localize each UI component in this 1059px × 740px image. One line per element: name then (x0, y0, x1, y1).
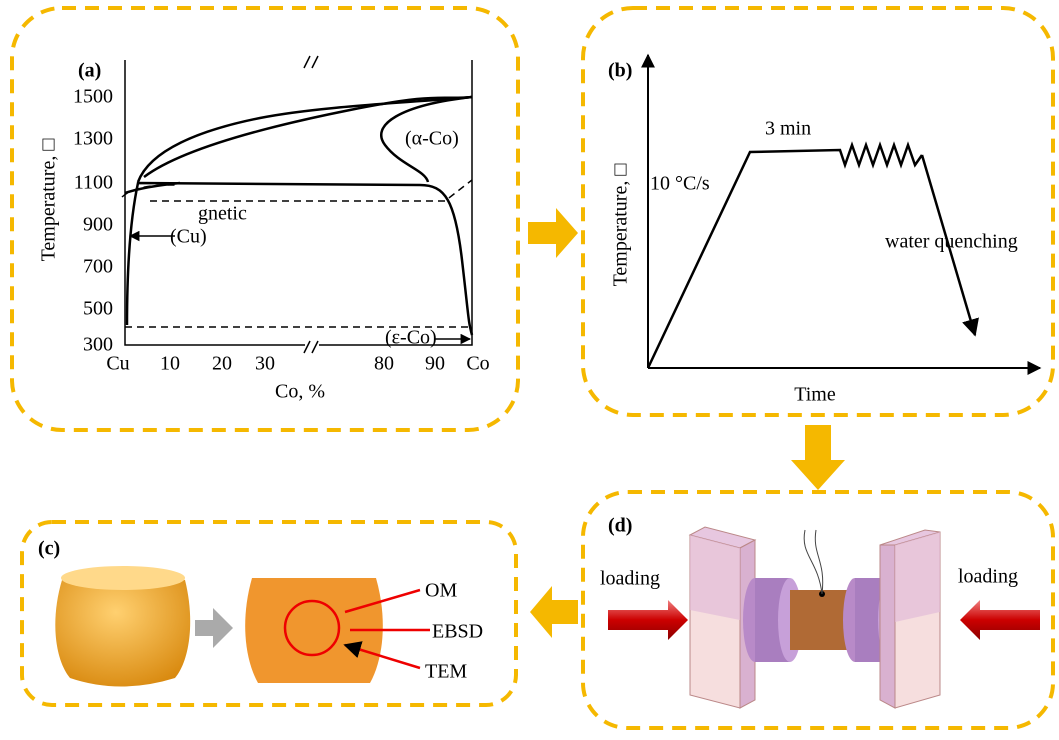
figure: (a) Temperature, □ Co, % 1500 1300 1100 900… (0, 0, 1059, 735)
page: (a) Temperature, □ Co, % 1500 1300 1100 900… (0, 0, 1059, 740)
x-tick-label: 20 (212, 353, 232, 375)
y-tick-label: 1300 (73, 128, 113, 150)
compression-setup (608, 527, 1040, 708)
phase-label: (α-Co) (405, 128, 459, 150)
y-tick-label: 700 (83, 256, 113, 278)
x-axis-label: Time (794, 384, 836, 406)
annotation: 10 °C/s (650, 173, 710, 195)
y-axis-label: Temperature, □ (38, 139, 60, 262)
annotation: OM (425, 580, 457, 602)
x-tick-label: 30 (255, 353, 275, 375)
specimens (55, 566, 430, 687)
y-tick-label: 1500 (73, 86, 113, 108)
flow-arrows (528, 208, 845, 638)
phase-diagram (122, 55, 472, 353)
y-tick-label: 1100 (74, 172, 113, 194)
panel-label: (c) (38, 538, 60, 560)
phase-label: (ε-Co) (385, 327, 437, 349)
x-axis-label: Co, % (275, 381, 325, 403)
phase-label: (Cu) (170, 226, 207, 248)
x-tick-label: Cu (106, 353, 129, 375)
phase-label: gnetic (198, 203, 247, 225)
panel-label: (a) (78, 60, 101, 82)
y-tick-label: 500 (83, 298, 113, 320)
panel-label: (b) (608, 60, 632, 82)
annotation: loading (600, 568, 660, 590)
y-tick-label: 900 (83, 214, 113, 236)
annotation: water quenching (885, 231, 1018, 253)
panel-label: (d) (608, 515, 632, 537)
x-tick-label: 90 (425, 353, 445, 375)
process-diagram (648, 55, 1040, 368)
annotation: loading (958, 566, 1018, 588)
annotation: TEM (425, 661, 467, 683)
annotation: EBSD (432, 621, 483, 643)
annotation: 3 min (765, 118, 811, 140)
x-tick-label: 10 (160, 353, 180, 375)
x-tick-label: Co (466, 353, 489, 375)
x-tick-label: 80 (374, 353, 394, 375)
y-axis-label: Temperature, □ (610, 164, 632, 287)
